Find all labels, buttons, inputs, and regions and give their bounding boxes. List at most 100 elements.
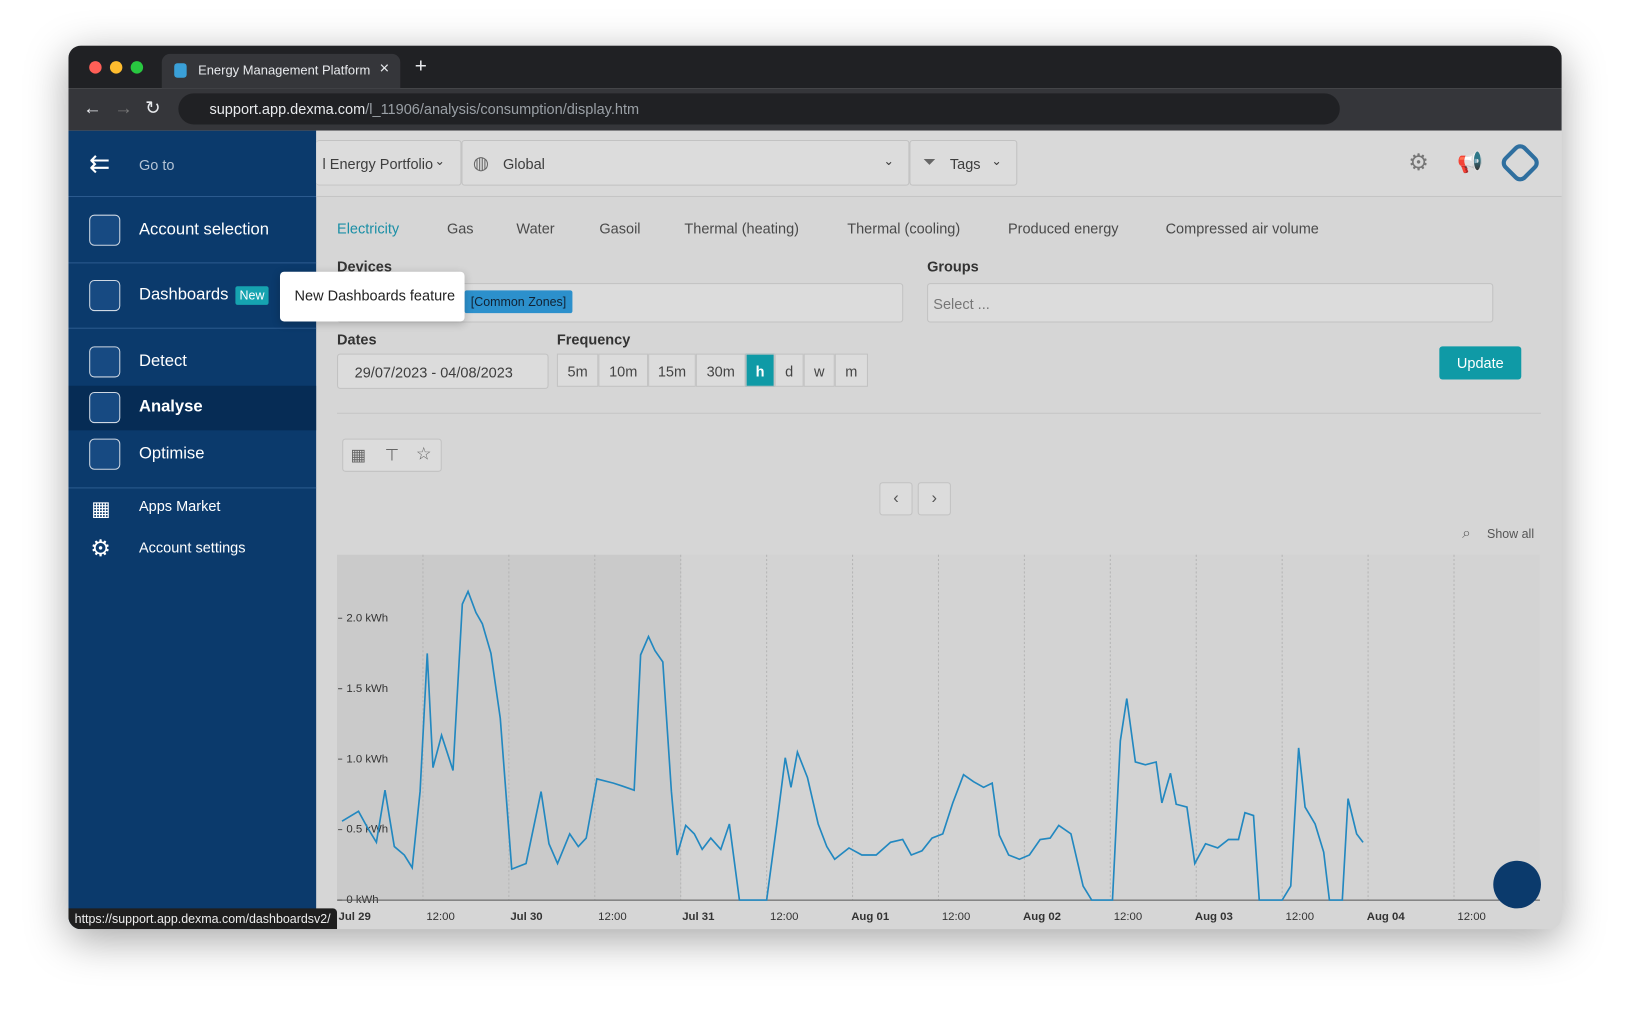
energy-tab[interactable]: Compressed air volume [1165, 219, 1319, 237]
menu-item[interactable]: Dashboards [138, 286, 229, 304]
tags-select[interactable]: ⏷ Tags ⌄ [909, 139, 1018, 186]
x-tick-label: 12:00 [1457, 911, 1486, 923]
settings[interactable]: ⚙ [1408, 149, 1429, 176]
menu-item[interactable]: Account settings [138, 539, 246, 556]
frequency-option[interactable]: h [745, 353, 775, 387]
energy-tab[interactable]: Gas [446, 219, 474, 237]
favourite[interactable]: ☆ [415, 443, 432, 464]
portfolio: l Energy Portfolio [322, 155, 434, 173]
icon [89, 214, 121, 246]
announcements[interactable]: 📢 [1456, 151, 1483, 175]
x-tick-label: Jul 30 [510, 911, 542, 923]
y-tick-label: 2.0 kWh [346, 612, 388, 624]
next-period[interactable]: › [917, 482, 951, 516]
menu-item[interactable]: Detect [138, 352, 187, 371]
tab-close[interactable]: × [379, 60, 390, 78]
energy-tab[interactable]: Water [516, 219, 555, 237]
browser-window: Energy Management Platform × + ← → ↻ sup… [68, 45, 1562, 930]
frequency-option[interactable]: 5m [556, 353, 599, 387]
energy-tab[interactable]: Gasoil [599, 219, 641, 237]
back[interactable]: ← [82, 97, 102, 119]
dates-label: Dates [337, 330, 377, 348]
tab[interactable]: Energy Management Platform × [161, 53, 401, 89]
divider [68, 487, 317, 489]
icon [89, 391, 121, 424]
tooltip: New Dashboards feature [279, 271, 465, 322]
location-select[interactable]: ◍ Global ⌄ [461, 139, 910, 186]
frequency-option[interactable]: m [834, 353, 868, 387]
maximize-window[interactable] [130, 61, 144, 74]
energy-tab[interactable]: Electricity [337, 219, 400, 237]
x-tick-label: 12:00 [1286, 911, 1315, 923]
energy-tab[interactable]: Produced energy [1007, 219, 1119, 237]
gear-icon: ⚙ [90, 535, 111, 562]
apps-icon: ▦ [91, 497, 111, 521]
table-view[interactable]: ▦ [350, 446, 367, 465]
icon [89, 438, 121, 470]
x-tick-label: 12:00 [942, 911, 971, 923]
menu-item[interactable]: Account selection [138, 220, 270, 239]
x-tick-label: 12:00 [598, 911, 627, 923]
menu-item[interactable]: Apps Market [138, 497, 221, 515]
dates-select[interactable]: 29/07/2023 - 04/08/2023 [337, 353, 549, 389]
devices-label: Devices [337, 258, 392, 275]
location: Global [502, 155, 545, 173]
groups-input[interactable]: Select ... [927, 283, 1494, 323]
dates-value: 29/07/2023 - 04/08/2023 [354, 363, 513, 381]
close-window[interactable] [89, 61, 102, 74]
energy-tab[interactable]: Thermal (heating) [684, 219, 800, 237]
show-all[interactable]: Show all [1487, 526, 1535, 542]
frequency-option[interactable]: 30m [695, 353, 746, 387]
y-tick-label: 1.5 kWh [346, 683, 388, 695]
new-tab[interactable]: + [414, 54, 427, 78]
menu-item[interactable]: Optimise [138, 444, 205, 463]
update-button[interactable]: Update [1439, 346, 1522, 380]
device-chip[interactable]: [Common Zones] [464, 290, 573, 314]
reload[interactable]: ↻ [145, 97, 161, 119]
forward[interactable]: → [114, 97, 133, 119]
tab-bar: Energy Management Platform × + [68, 45, 1562, 89]
menu-item[interactable]: Analyse [138, 398, 203, 416]
sidebar: ⇇ Go to Account selection Dashboards New… [68, 130, 317, 930]
filter-view[interactable]: ⊤ [384, 446, 400, 465]
frequency-option[interactable]: 10m [598, 353, 649, 387]
divider [68, 195, 317, 198]
tooltip-text: New Dashboards feature [294, 287, 456, 304]
frequency-option[interactable]: 15m [648, 353, 696, 387]
chart: Jul 29 12:00 Jul 30 12:00 Jul 31 12:00 Aug 01 1… [337, 554, 1540, 923]
x-tick-label: Aug 04 [1367, 911, 1406, 923]
frequency-option[interactable]: w [803, 353, 835, 387]
x-tick-label: 12:00 [426, 911, 455, 923]
x-tick-label: Aug 02 [1023, 911, 1061, 923]
tags: Tags [949, 155, 981, 173]
url-path: /l_11906/analysis/consumption/display.ht… [365, 100, 640, 118]
divider [68, 327, 317, 329]
groups-label: Groups [927, 258, 979, 275]
icon [89, 346, 121, 378]
divider [68, 262, 317, 264]
chat-button[interactable] [1493, 860, 1541, 909]
separator [337, 412, 1541, 414]
energy-tab[interactable]: Thermal (cooling) [847, 219, 961, 237]
x-tick-label: Aug 03 [1195, 911, 1233, 923]
back-arrow[interactable]: ⇇ [89, 150, 111, 179]
portfolio-select[interactable]: l Energy Portfolio ⌄ [316, 139, 462, 186]
goto[interactable]: Go to [138, 156, 175, 174]
chart-toolbar: ▦ ⊤ ☆ [342, 438, 442, 472]
status-bar: https://support.app.dexma.com/dashboards… [68, 908, 337, 930]
frequency-option[interactable]: d [774, 353, 804, 387]
minimize-window[interactable] [109, 61, 123, 74]
frequency-label: Frequency [556, 330, 631, 348]
x-tick-label: Jul 31 [682, 911, 715, 923]
favicon [174, 63, 187, 78]
url-field[interactable]: support.app.dexma.com/l_11906/analysis/c… [178, 93, 1340, 125]
zoom-icon: ⌕ [1462, 524, 1471, 543]
x-tick-label: Jul 29 [339, 911, 371, 923]
prev-period[interactable]: ‹ [879, 482, 913, 516]
icon [89, 279, 121, 312]
url-host: support.app.dexma.com [209, 100, 366, 118]
x-tick-label: 12:00 [1114, 911, 1143, 923]
groups-placeholder: Select ... [933, 295, 990, 313]
content: l Energy Portfolio ⌄ ◍ Global ⌄ ⏷ Tags ⌄ ⚙ 📢 … [316, 130, 1562, 930]
